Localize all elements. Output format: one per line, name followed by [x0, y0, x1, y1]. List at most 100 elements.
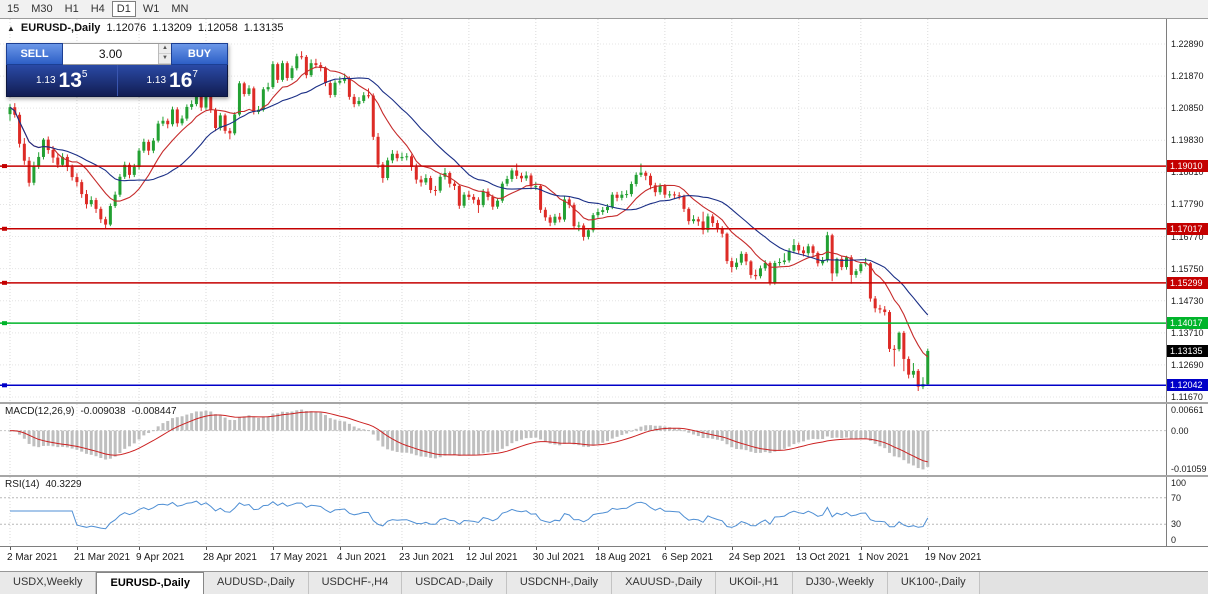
date-axis-label: 18 Aug 2021 — [594, 552, 652, 563]
date-tick-mark — [139, 547, 141, 550]
price-axis-label: 1.17790 — [1171, 199, 1204, 210]
rsi-chart-canvas[interactable] — [0, 477, 1166, 546]
sell-button[interactable]: SELL — [6, 43, 63, 65]
rsi-axis-label: 70 — [1171, 492, 1182, 503]
level-price-tag: 1.15299 — [1167, 276, 1208, 289]
timeframe-button-15[interactable]: 15 — [7, 3, 20, 15]
buy-button[interactable]: BUY — [171, 43, 228, 65]
sell-price-prefix: 1.13 — [36, 75, 56, 86]
pane-separator[interactable] — [0, 402, 1208, 404]
date-tick-mark — [76, 547, 78, 550]
sell-price-big: 13 — [58, 69, 82, 92]
chart-tab-usdcad-daily[interactable]: USDCAD-,Daily — [402, 572, 507, 594]
price-axis-label: 1.19830 — [1171, 135, 1204, 146]
sell-price-sup: 5 — [81, 69, 88, 80]
ohlc-low: 1.12058 — [197, 22, 238, 34]
macd-pane[interactable]: MACD(12,26,9) -0.009038 -0.008447 — [0, 404, 1166, 475]
chart-tab-dj30-weekly[interactable]: DJ30-,Weekly — [792, 572, 888, 594]
date-tick-mark — [927, 547, 929, 550]
timeframe-button-d1[interactable]: D1 — [111, 1, 136, 17]
macd-value-2: -0.008447 — [131, 406, 177, 417]
date-tick-mark — [401, 547, 403, 550]
time-axis[interactable]: 2 Mar 2021 21 Mar 2021 9 Apr 2021 28 Apr 20… — [0, 546, 1208, 571]
chart-tab-audusd-daily[interactable]: AUDUSD-,Daily — [203, 572, 309, 594]
date-tick-mark — [468, 547, 470, 550]
lot-increase-icon[interactable]: ▲ — [159, 44, 171, 54]
date-tick-mark — [664, 547, 666, 550]
level-price-tag: 1.17017 — [1167, 222, 1208, 235]
timeframe-toolbar: 15 M30 H1 H4 D1 W1 MN — [0, 0, 1208, 19]
timeframe-button-m30[interactable]: M30 — [31, 3, 53, 15]
macd-chart-canvas[interactable] — [0, 404, 1166, 475]
date-tick-mark — [10, 547, 11, 550]
chart-tabs-bar: USDX,Weekly EURUSD-,Daily AUDUSD-,Daily USD… — [0, 571, 1208, 594]
price-axis-label: 1.16770 — [1171, 231, 1204, 242]
price-axis-label: 1.20850 — [1171, 103, 1204, 114]
level-price-tag: 1.19010 — [1167, 160, 1208, 173]
rsi-axis-label: 100 — [1171, 478, 1187, 488]
sell-price-display[interactable]: 1.13 13 5 — [7, 65, 118, 96]
chart-tab-ukoil-h1[interactable]: UKOil-,H1 — [716, 572, 793, 594]
price-axis[interactable]: 1.22890 1.21870 1.20850 1.19830 1.18810 1.177… — [1166, 19, 1208, 546]
macd-histogram — [8, 409, 930, 470]
ohlc-close: 1.13135 — [243, 22, 284, 34]
lot-spinner: ▲ ▼ — [158, 44, 171, 64]
date-axis-label: 13 Oct 2021 — [795, 552, 851, 563]
chart-tab-usdx-weekly[interactable]: USDX,Weekly — [0, 572, 97, 594]
level-price-tag: 1.14017 — [1167, 317, 1208, 330]
chart-header: ▲ EURUSD-,Daily 1.12076 1.13209 1.12058 … — [7, 22, 283, 34]
macd-axis-label: 0.00 — [1171, 425, 1189, 436]
date-axis-label: 6 Sep 2021 — [661, 552, 714, 563]
buy-price-display[interactable]: 1.13 16 7 — [118, 65, 228, 96]
ohlc-open: 1.12076 — [106, 22, 147, 34]
timeframe-button-h4[interactable]: H4 — [90, 3, 105, 15]
date-tick-mark — [535, 547, 537, 550]
date-axis-label: 9 Apr 2021 — [136, 552, 185, 563]
date-tick-mark — [731, 547, 733, 550]
date-axis-label: 30 Jul 2021 — [532, 552, 585, 563]
date-axis-label: 28 Apr 2021 — [202, 552, 257, 563]
date-axis-label: 1 Nov 2021 — [857, 552, 909, 563]
lot-size-field[interactable]: 3.00 ▲ ▼ — [63, 43, 171, 65]
date-axis-label: 21 Mar 2021 — [73, 552, 131, 563]
date-axis-label: 23 Jun 2021 — [398, 552, 455, 563]
rsi-axis-label: 0 — [1171, 535, 1177, 545]
date-tick-mark — [272, 547, 274, 550]
rsi-label: RSI(14) 40.3229 — [5, 479, 82, 490]
price-axis-label: 1.21870 — [1171, 71, 1204, 82]
chart-tab-eurusd-daily[interactable]: EURUSD-,Daily — [96, 572, 204, 594]
lot-size-value[interactable]: 3.00 — [98, 47, 123, 61]
price-axis-label: 1.14730 — [1171, 295, 1204, 306]
date-tick-mark — [860, 547, 862, 550]
current-price-tag: 1.13135 — [1167, 344, 1208, 357]
buy-price-prefix: 1.13 — [146, 75, 167, 86]
chart-tab-uk100-daily[interactable]: UK100-,Daily — [887, 572, 980, 594]
rsi-pane[interactable]: RSI(14) 40.3229 — [0, 477, 1166, 546]
date-axis-label: 4 Jun 2021 — [336, 552, 387, 563]
date-tick-mark — [597, 547, 599, 550]
timeframe-button-h1[interactable]: H1 — [64, 3, 79, 15]
timeframe-button-mn[interactable]: MN — [171, 3, 189, 15]
date-axis-label: 24 Sep 2021 — [728, 552, 786, 563]
pane-separator[interactable] — [0, 475, 1208, 477]
lot-decrease-icon[interactable]: ▼ — [159, 54, 171, 64]
one-click-trading-panel: SELL 3.00 ▲ ▼ BUY 1.13 13 5 — [6, 43, 228, 97]
candles-layer — [8, 51, 930, 392]
level-price-tag: 1.12042 — [1167, 379, 1208, 392]
date-axis-label: 19 Nov 2021 — [924, 552, 982, 563]
ohlc-high: 1.13209 — [152, 22, 192, 34]
macd-axis-label: 0.00661 — [1171, 405, 1204, 415]
collapse-trade-panel-icon[interactable]: ▲ — [7, 23, 15, 33]
chart-tab-usdcnh-daily[interactable]: USDCNH-,Daily — [506, 572, 613, 594]
date-tick-mark — [339, 547, 341, 550]
macd-axis-label: -0.01059 — [1171, 464, 1207, 474]
price-axis-label: 1.15750 — [1171, 263, 1204, 274]
timeframe-button-w1[interactable]: W1 — [142, 3, 160, 15]
chart-tab-usdchf-h4[interactable]: USDCHF-,H4 — [308, 572, 403, 594]
chart-symbol-title: EURUSD-,Daily — [20, 22, 101, 34]
chart-tab-xauusd-daily[interactable]: XAUUSD-,Daily — [612, 572, 717, 594]
rsi-axis-label: 30 — [1171, 519, 1182, 530]
chart-area: ▲ EURUSD-,Daily 1.12076 1.13209 1.12058 … — [0, 19, 1208, 571]
price-pane[interactable]: ▲ EURUSD-,Daily 1.12076 1.13209 1.12058 … — [0, 19, 1166, 402]
